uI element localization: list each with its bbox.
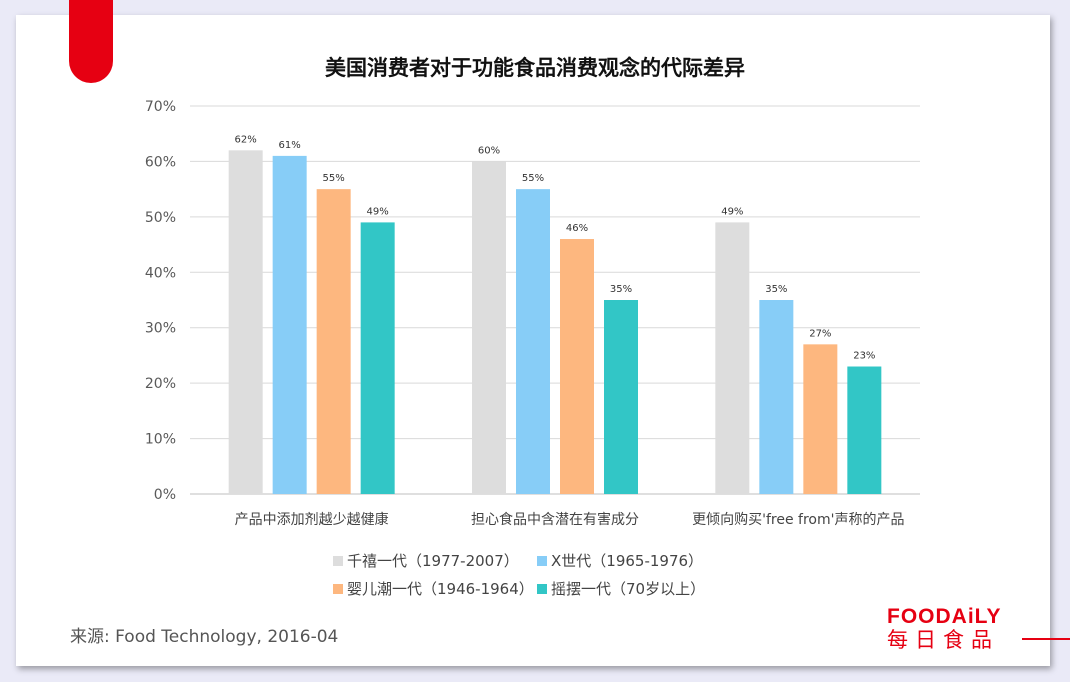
data-label: 35% xyxy=(765,284,787,295)
data-label: 61% xyxy=(279,140,301,151)
foodaily-logo: FOODAiLY 每日食品 xyxy=(887,605,1017,653)
bar xyxy=(472,161,506,494)
legend-swatch-swing xyxy=(537,583,547,594)
source-note: 来源: Food Technology, 2016-04 xyxy=(70,627,339,647)
legend-swatch-millennials xyxy=(333,555,343,566)
data-label: 62% xyxy=(235,134,257,145)
chart-title: 美国消费者对于功能食品消费观念的代际差异 xyxy=(325,56,745,80)
y-tick-label: 60% xyxy=(145,154,176,170)
bar xyxy=(759,300,794,494)
data-label: 23% xyxy=(853,351,875,362)
data-label: 49% xyxy=(367,206,389,217)
y-tick-label: 50% xyxy=(145,210,176,226)
legend-label-gen-x: X世代（1965-1976） xyxy=(551,552,704,570)
logo-accent-line xyxy=(1022,638,1070,640)
y-tick-label: 0% xyxy=(154,487,176,503)
bar xyxy=(360,222,395,494)
legend-item-millennials: 千禧一代（1977-2007） xyxy=(333,550,519,571)
bar xyxy=(715,222,750,494)
legend-item-swing: 摇摆一代（70岁以上） xyxy=(537,578,705,599)
data-label: 46% xyxy=(566,223,588,234)
y-tick-label: 10% xyxy=(145,432,176,448)
bar xyxy=(847,366,882,494)
bar xyxy=(803,344,838,494)
data-label: 49% xyxy=(721,206,743,217)
bar xyxy=(272,155,307,494)
bar xyxy=(560,239,594,494)
logo-text-cn: 每日食品 xyxy=(887,628,999,652)
bar xyxy=(316,189,351,494)
legend-label-swing: 摇摆一代（70岁以上） xyxy=(551,580,706,598)
data-label: 27% xyxy=(809,328,831,339)
y-tick-label: 30% xyxy=(145,321,176,337)
x-tick-label: 更倾向购买'free from'声称的产品 xyxy=(692,512,904,528)
data-label: 55% xyxy=(323,173,345,184)
y-tick-label: 40% xyxy=(145,265,176,281)
bar xyxy=(604,300,638,494)
x-tick-label: 担心食品中含潜在有害成分 xyxy=(471,511,639,528)
legend-swatch-boomers xyxy=(333,583,343,594)
data-label: 60% xyxy=(478,145,500,156)
x-tick-label: 产品中添加剂越少越健康 xyxy=(235,511,389,528)
logo-text-en: FOODAiLY xyxy=(887,605,1002,628)
data-label: 35% xyxy=(610,284,632,295)
legend-item-boomers: 婴儿潮一代（1946-1964） xyxy=(333,578,534,599)
bar xyxy=(228,150,263,495)
red-accent-tab xyxy=(69,0,113,83)
legend-label-millennials: 千禧一代（1977-2007） xyxy=(347,552,519,570)
y-tick-label: 70% xyxy=(145,99,176,115)
y-tick-label: 20% xyxy=(145,376,176,392)
legend-label-boomers: 婴儿潮一代（1946-1964） xyxy=(347,580,534,598)
legend-item-gen-x: X世代（1965-1976） xyxy=(537,550,703,571)
bar xyxy=(516,189,550,494)
data-label: 55% xyxy=(522,173,544,184)
legend-swatch-gen-x xyxy=(537,555,547,566)
